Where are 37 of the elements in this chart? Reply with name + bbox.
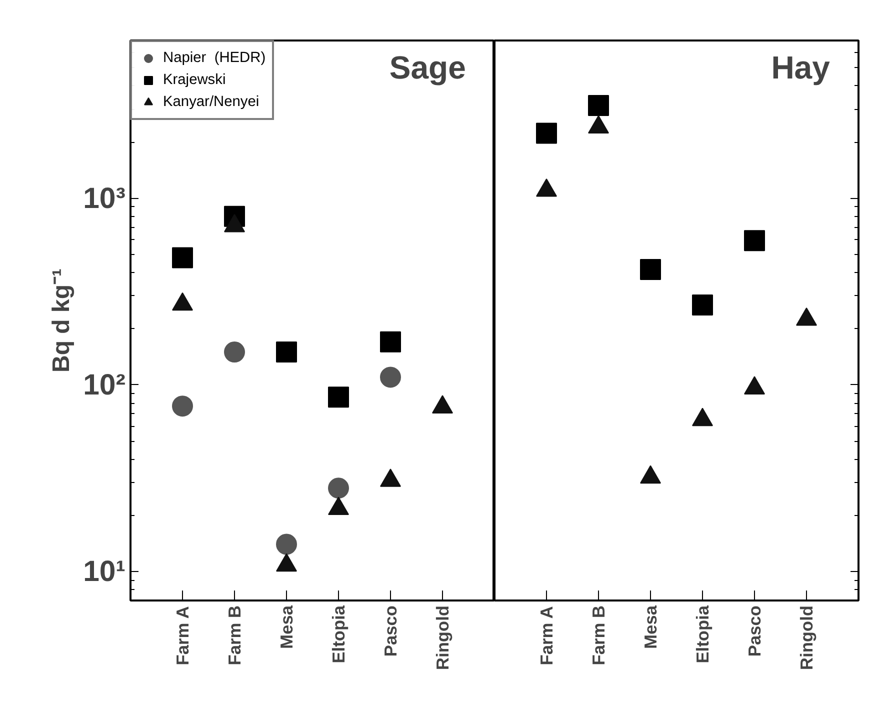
x-tick-label: Eltopia (692, 605, 712, 664)
point (744, 376, 765, 394)
y-tick-label: 10³ (83, 182, 126, 215)
x-tick-label: Farm A (536, 606, 556, 666)
x-tick-label: Ringold (432, 605, 452, 670)
point (640, 465, 661, 484)
point (276, 534, 297, 555)
point (796, 307, 817, 326)
chart-title: Sage (389, 50, 466, 86)
point (224, 342, 245, 363)
x-tick-label: Mesa (276, 605, 296, 649)
point (692, 408, 713, 426)
point (744, 230, 765, 252)
x-tick-label: Mesa (640, 605, 660, 649)
x-tick-label: Pasco (744, 605, 764, 657)
y-axis-title: Bq d kg⁻¹ (48, 268, 76, 372)
point (276, 342, 297, 363)
x-tick-label: Ringold (796, 605, 816, 670)
point (380, 366, 401, 388)
y-tick-label: 10² (83, 368, 126, 402)
point (328, 478, 349, 499)
x-tick-label: Pasco (380, 605, 400, 657)
x-tick-label: Farm B (588, 606, 608, 666)
point (172, 396, 193, 417)
point (380, 331, 401, 352)
point (328, 386, 349, 408)
x-tick-label: Eltopia (328, 605, 348, 664)
legend-label: Kanyar/Nenyei (163, 94, 260, 110)
legend-label: Napier (HEDR) (163, 50, 266, 66)
point (588, 94, 609, 116)
x-tick-label: Farm B (224, 606, 244, 666)
point (172, 247, 193, 268)
legend-label: Krajewski (163, 72, 226, 88)
y-tick-label: 10¹ (83, 555, 126, 588)
x-tick-label: Farm A (172, 606, 192, 666)
chart-title: Hay (771, 50, 830, 86)
point (536, 122, 557, 144)
